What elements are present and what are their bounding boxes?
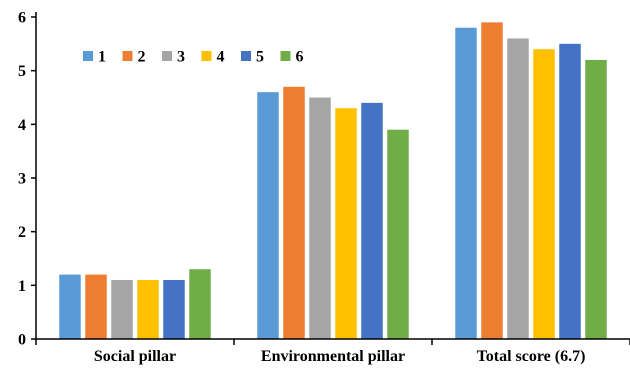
bar-series-6-2 xyxy=(387,129,409,339)
bar-series-1-2 xyxy=(257,92,279,339)
y-tick-label: 6 xyxy=(18,10,26,27)
legend-swatch-1 xyxy=(83,51,93,61)
legend-swatch-2 xyxy=(122,51,133,61)
x-tick-label: Total score (6.7) xyxy=(477,348,586,365)
legend-label-2: 2 xyxy=(138,49,146,66)
y-tick-label: 5 xyxy=(18,63,26,80)
bar-series-4-1 xyxy=(137,279,159,339)
bar-series-3-3 xyxy=(507,38,529,339)
bar-series-3-2 xyxy=(309,97,331,339)
bar-series-6-3 xyxy=(585,59,607,340)
y-tick-label: 3 xyxy=(18,171,26,188)
x-tick-label: Environmental pillar xyxy=(261,348,405,365)
y-tick-label: 4 xyxy=(18,117,26,134)
bar-series-1-1 xyxy=(59,274,81,339)
y-tick-label: 1 xyxy=(18,278,26,295)
legend-swatch-5 xyxy=(241,51,251,61)
bar-series-1-3 xyxy=(455,27,477,339)
legend-label-5: 5 xyxy=(256,49,264,66)
bar-series-4-3 xyxy=(533,49,555,339)
y-tick-label: 0 xyxy=(18,332,26,349)
bar-series-2-3 xyxy=(481,22,503,340)
legend-label-6: 6 xyxy=(296,49,304,66)
legend-swatch-3 xyxy=(162,51,172,61)
bar-series-5-1 xyxy=(163,279,185,339)
bar-series-6-1 xyxy=(189,269,211,339)
bar-series-3-1 xyxy=(111,279,133,339)
legend-swatch-4 xyxy=(201,51,212,61)
legend-swatch-6 xyxy=(280,51,291,61)
bar-series-4-2 xyxy=(335,108,357,339)
legend: 1 2 3 4 5 6 xyxy=(83,49,304,66)
axes: Social pillar Environmental pillar Total s… xyxy=(18,10,630,365)
bar-series-2-2 xyxy=(283,86,305,340)
bars xyxy=(59,22,607,340)
bar-series-5-3 xyxy=(559,43,581,339)
bar-series-2-1 xyxy=(85,274,107,339)
legend-label-1: 1 xyxy=(98,49,106,66)
x-tick-label: Social pillar xyxy=(94,348,176,365)
y-tick-label: 2 xyxy=(18,224,26,241)
legend-label-4: 4 xyxy=(217,49,225,66)
legend-label-3: 3 xyxy=(177,49,185,66)
bar-series-5-2 xyxy=(361,102,383,340)
